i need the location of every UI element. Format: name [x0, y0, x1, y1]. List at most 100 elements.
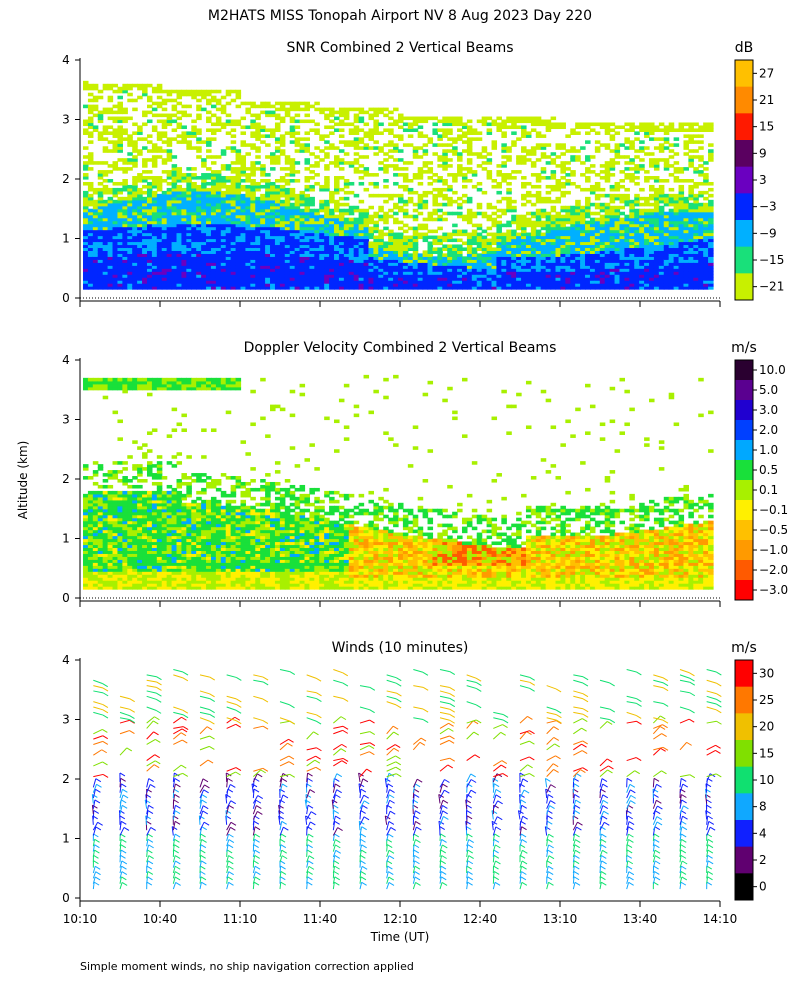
- snr-cell: [260, 101, 266, 106]
- snr-cell: [521, 226, 527, 231]
- snr-cell: [156, 262, 163, 266]
- snr-cell: [427, 283, 434, 287]
- snr-cell: [624, 140, 630, 144]
- snr-cell: [545, 259, 552, 263]
- snr-cell: [117, 128, 123, 132]
- snr-cell: [255, 214, 261, 219]
- snr-cell: [87, 158, 94, 162]
- snr-cell: [324, 167, 330, 171]
- snr-cell: [496, 286, 502, 290]
- snr-cell: [580, 286, 586, 290]
- snr-cell: [206, 268, 212, 272]
- snr-cell: [402, 256, 409, 260]
- snr-cell: [334, 214, 340, 219]
- snr-cell: [452, 122, 458, 127]
- snr-cell: [186, 253, 192, 257]
- snr-cell: [545, 271, 552, 275]
- snr-cell: [550, 161, 557, 165]
- snr-cell: [540, 262, 547, 266]
- snr-cell: [132, 235, 138, 240]
- snr-cell: [461, 229, 468, 234]
- snr-cell: [476, 274, 483, 278]
- snr-cell: [191, 199, 197, 204]
- snr-cell: [279, 277, 286, 281]
- snr-cell: [550, 158, 557, 162]
- snr-cell: [363, 271, 370, 275]
- snr-cell: [122, 202, 128, 207]
- snr-cell: [279, 140, 286, 144]
- snr-cell: [604, 277, 611, 281]
- snr-cell: [422, 259, 429, 263]
- snr-cell: [299, 229, 306, 234]
- snr-cell: [343, 196, 350, 201]
- snr-cell: [496, 125, 502, 130]
- snr-cell: [225, 176, 232, 180]
- snr-cell: [137, 176, 143, 180]
- snr-cell: [629, 122, 635, 127]
- snr-cell: [210, 179, 217, 183]
- snr-cell: [240, 170, 247, 174]
- snr-cell: [363, 232, 370, 237]
- snr-cell: [491, 250, 498, 254]
- snr-cell: [112, 241, 119, 246]
- snr-cell: [402, 179, 409, 183]
- snr-cell: [230, 235, 237, 240]
- snr-cell: [525, 286, 532, 290]
- snr-cell: [383, 179, 389, 183]
- snr-cell: [501, 262, 507, 266]
- snr-cell: [225, 253, 232, 257]
- snr-cell: [171, 229, 178, 234]
- snr-cell: [161, 170, 168, 174]
- snr-cell: [142, 268, 148, 272]
- snr-cell: [161, 250, 168, 254]
- snr-cell: [358, 247, 365, 251]
- snr-cell: [511, 268, 517, 272]
- snr-cell: [363, 134, 370, 138]
- snr-cell: [265, 181, 271, 186]
- snr-cell: [210, 122, 217, 127]
- snr-cell: [284, 113, 291, 118]
- snr-cell: [422, 149, 429, 153]
- snr-cell: [142, 137, 148, 141]
- snr-cell: [639, 271, 645, 275]
- snr-cell: [585, 277, 591, 281]
- snr-cell: [87, 202, 94, 207]
- snr-cell: [422, 250, 429, 254]
- snr-cell: [575, 226, 581, 231]
- snr-cell: [634, 167, 640, 171]
- snr-cell: [393, 244, 399, 249]
- snr-cell: [220, 110, 227, 115]
- snr-cell: [329, 265, 335, 269]
- snr-cell: [378, 280, 384, 284]
- snr-cell: [245, 179, 251, 183]
- snr-cell: [363, 235, 370, 240]
- snr-cell: [122, 268, 128, 272]
- snr-cell: [225, 226, 232, 231]
- snr-cell: [604, 214, 611, 219]
- snr-cell: [560, 268, 566, 272]
- snr-cell: [634, 196, 640, 201]
- snr-cell: [132, 208, 138, 213]
- snr-cell: [255, 211, 261, 216]
- snr-cell: [220, 286, 227, 290]
- snr-cell: [87, 235, 94, 240]
- snr-cell: [166, 283, 173, 287]
- snr-cell: [644, 259, 650, 263]
- snr-cell: [550, 280, 557, 284]
- snr-cell: [83, 83, 89, 88]
- snr-cell: [181, 226, 187, 231]
- snr-cell: [329, 131, 335, 135]
- snr-cell: [294, 232, 301, 237]
- snr-cell: [609, 244, 616, 249]
- snr-cell: [604, 143, 611, 147]
- snr-cell: [402, 262, 409, 266]
- snr-cell: [210, 89, 217, 94]
- snr-cell: [486, 152, 493, 156]
- snr-cell: [279, 253, 286, 257]
- snr-cell: [255, 256, 261, 260]
- snr-cell: [501, 134, 507, 138]
- snr-cell: [343, 232, 350, 237]
- snr-cell: [225, 223, 232, 228]
- snr-cell: [171, 235, 178, 240]
- snr-cell: [87, 167, 94, 171]
